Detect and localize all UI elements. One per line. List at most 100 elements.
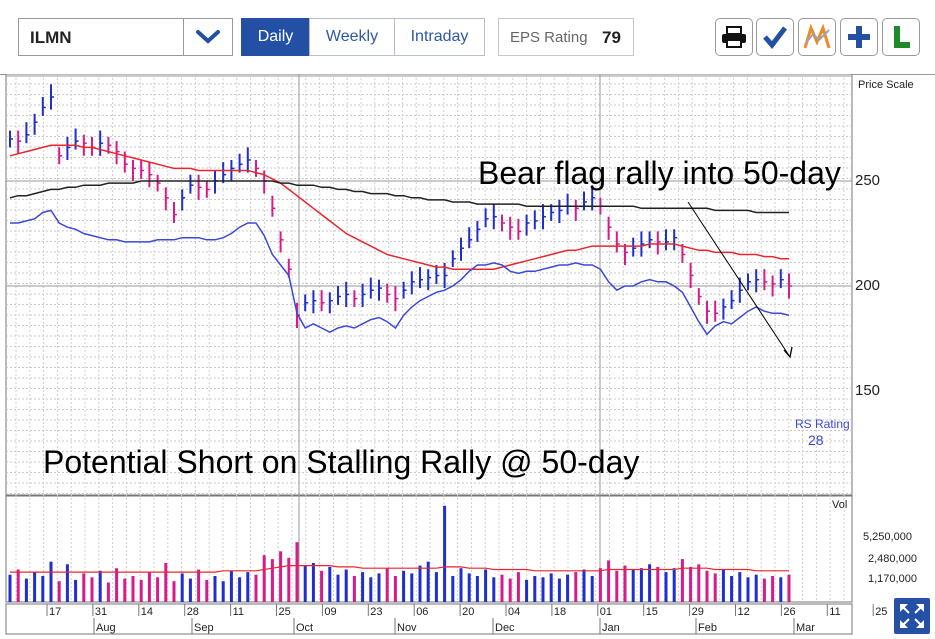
volume-bar — [287, 557, 291, 602]
volume-bar — [98, 570, 102, 602]
leaderboard-button[interactable] — [882, 18, 920, 56]
date-tick-label: 31 — [95, 606, 107, 618]
price-tick-200: 200 — [855, 277, 880, 294]
volume-bar — [336, 574, 340, 602]
watchlist-check-button[interactable] — [756, 18, 794, 56]
volume-bar — [492, 577, 496, 602]
eps-rating-label: EPS Rating — [510, 29, 588, 46]
date-tick-label: 25 — [279, 606, 291, 618]
date-tick-label: 26 — [783, 606, 795, 618]
volume-bar — [393, 576, 397, 602]
chart-overlay-icon — [803, 24, 831, 49]
month-label: Oct — [296, 622, 313, 634]
volume-average-line — [10, 565, 789, 573]
volume-bar — [295, 542, 299, 602]
stock-chart: 17 31 14 28 11 25 09 23 06 20 04 18 01 15 29 12 26 11 25 Au… — [5, 74, 917, 635]
price-tick-250: 250 — [855, 172, 880, 189]
volume-bar — [8, 574, 12, 602]
volume-bar — [574, 572, 578, 602]
volume-bar — [24, 578, 28, 602]
volume-bar — [631, 569, 635, 602]
volume-tick-1: 5,250,000 — [863, 531, 912, 543]
date-tick-label: 18 — [554, 606, 566, 618]
volume-bar — [779, 577, 783, 602]
volume-bar — [680, 559, 684, 602]
volume-bar — [82, 573, 86, 602]
volume-tick-2: 2,480,000 — [868, 553, 917, 565]
ticker-symbol[interactable]: ILMN — [30, 28, 72, 47]
volume-bar — [49, 561, 53, 602]
tab-weekly[interactable]: Weekly — [309, 18, 395, 56]
volume-bar — [426, 561, 430, 602]
month-label: Aug — [96, 622, 116, 634]
expand-arrows-icon — [900, 604, 924, 628]
volume-bar — [713, 573, 717, 602]
chart-grid: 17 31 14 28 11 25 09 23 06 20 04 18 01 15 29 12 26 11 25 Au… — [5, 74, 887, 635]
volume-axis-label: Vol — [832, 499, 847, 511]
eps-rating-value: 79 — [602, 28, 621, 47]
annotation-arrowhead — [783, 346, 793, 359]
volume-bar — [689, 566, 693, 602]
volume-bar — [639, 568, 643, 602]
ticker-selector[interactable]: ILMN — [18, 18, 233, 56]
volume-bar — [533, 576, 537, 602]
expand-chart-button[interactable] — [894, 598, 930, 634]
volume-bar — [607, 560, 611, 602]
month-label: Dec — [495, 622, 515, 634]
volume-bar — [197, 569, 201, 602]
volume-bar — [106, 582, 110, 602]
volume-bar — [787, 574, 791, 602]
volume-bar — [377, 573, 381, 602]
price-axis-label: Price Scale — [858, 79, 914, 91]
date-tick-label: 28 — [187, 606, 199, 618]
volume-bar — [205, 579, 209, 602]
volume-bar — [705, 570, 709, 602]
date-tick-label: 29 — [692, 606, 704, 618]
date-tick-label: 15 — [646, 606, 658, 618]
date-tick-label: 04 — [508, 606, 520, 618]
tab-daily[interactable]: Daily — [241, 18, 310, 56]
volume-bar — [418, 565, 422, 602]
date-tick-label: 17 — [49, 606, 61, 618]
volume-bar — [311, 563, 315, 602]
volume-bar — [771, 576, 775, 602]
volume-bar — [475, 576, 479, 602]
ticker-dropdown-button[interactable] — [183, 19, 232, 55]
add-to-list-button[interactable] — [840, 18, 878, 56]
month-label: Mar — [796, 622, 815, 634]
volume-bar — [246, 572, 250, 602]
volume-bar — [656, 566, 660, 602]
volume-bar — [738, 572, 742, 602]
volume-bar — [762, 578, 766, 602]
date-tick-label: 23 — [370, 606, 382, 618]
volume-bar — [648, 564, 652, 602]
month-label: Feb — [698, 622, 717, 634]
volume-bar — [188, 578, 192, 602]
plus-icon — [848, 26, 870, 48]
rs-rating-label: RS Rating — [795, 417, 850, 431]
volume-bar — [566, 574, 570, 602]
chart-overlay-button[interactable] — [798, 18, 836, 56]
volume-bar — [557, 578, 561, 602]
rs-line — [10, 209, 790, 336]
volume-bar — [410, 573, 414, 602]
volume-bar — [590, 576, 594, 602]
volume-bar — [369, 577, 373, 602]
date-tick-label: 01 — [600, 606, 612, 618]
volume-bar — [33, 572, 37, 602]
volume-bar — [434, 572, 438, 602]
checkmark-icon — [763, 26, 787, 49]
volume-bar — [525, 579, 529, 602]
volume-bar — [147, 572, 151, 602]
volume-bar — [320, 570, 324, 602]
volume-bar — [352, 576, 356, 602]
volume-bar — [254, 574, 258, 602]
annotation-potential-short: Potential Short on Stalling Rally @ 50-d… — [43, 444, 639, 480]
volume-bar — [238, 577, 242, 602]
volume-bar — [582, 569, 586, 602]
print-button[interactable] — [715, 18, 753, 56]
volume-bar — [484, 569, 488, 602]
chevron-down-icon[interactable] — [195, 29, 221, 45]
month-label: Sep — [194, 622, 214, 634]
tab-intraday[interactable]: Intraday — [394, 18, 485, 56]
